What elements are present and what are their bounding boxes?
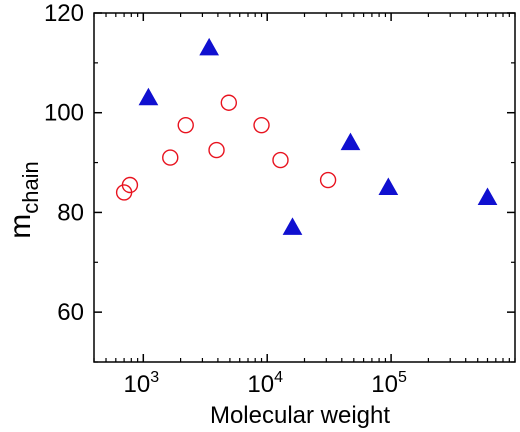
- open-circle-point: [177, 116, 194, 134]
- svg-text:mchain: mchain: [4, 161, 43, 239]
- plot-frame: [93, 12, 516, 363]
- y-axis-title-subscript: chain: [18, 161, 43, 214]
- axis-ticks: [93, 12, 516, 363]
- filled-triangle-point: [199, 37, 220, 56]
- data-markers: [115, 37, 498, 235]
- open-circle-point: [319, 171, 337, 189]
- filled-triangle-point: [282, 217, 303, 235]
- y-tick-label: 80: [57, 199, 84, 226]
- x-tick-label: 104: [247, 369, 283, 398]
- x-tick-label: 105: [371, 369, 407, 398]
- y-tick-label: 100: [44, 100, 84, 127]
- y-tick-label: 60: [57, 299, 84, 326]
- filled-triangle-point: [378, 177, 399, 195]
- plot-border: [93, 12, 516, 363]
- open-circle-point: [253, 116, 270, 134]
- filled-triangle-point: [138, 87, 159, 106]
- open-circle-point: [272, 151, 289, 169]
- x-tick-label: 103: [123, 369, 159, 398]
- axis-tick-labels: 60 80 100 120 103 104 105: [44, 0, 407, 398]
- y-axis-title: mchain: [4, 161, 43, 239]
- x-axis-title: Molecular weight: [210, 402, 390, 429]
- y-tick-label: 120: [44, 0, 84, 27]
- open-circle-point: [208, 141, 225, 159]
- y-axis-title-main: m: [4, 214, 37, 239]
- filled-triangle-point: [477, 187, 498, 205]
- filled-triangle-point: [340, 132, 361, 151]
- open-circle-point: [220, 94, 238, 111]
- open-circle-point: [162, 149, 179, 166]
- open-circle-point: [121, 176, 139, 194]
